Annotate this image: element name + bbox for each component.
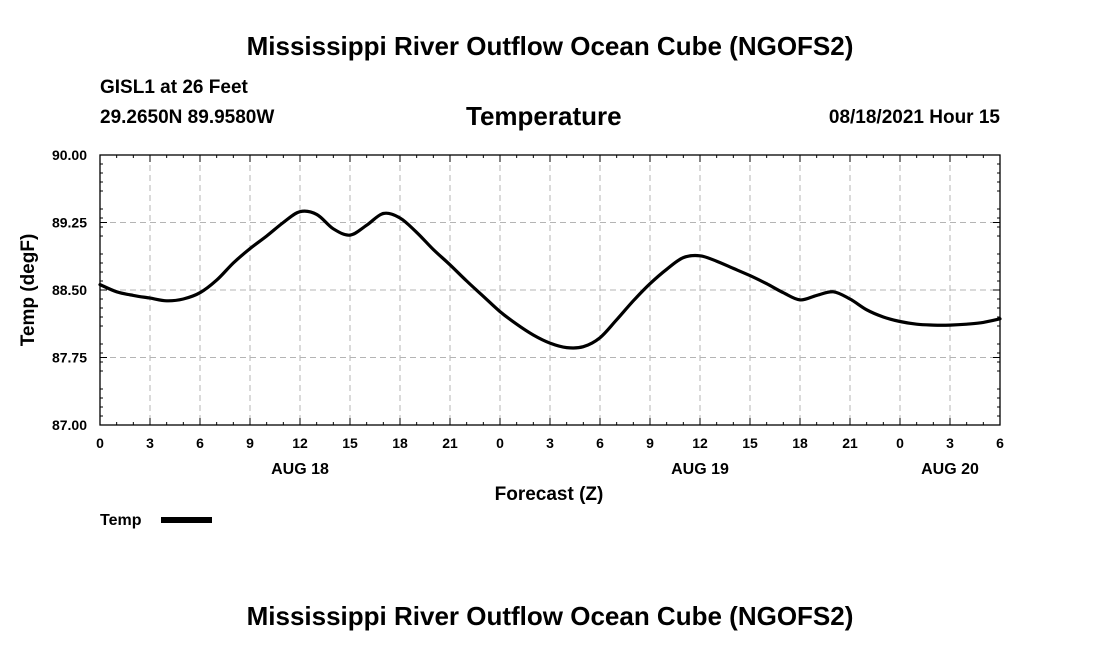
- day-label: AUG 20: [921, 461, 979, 478]
- x-tick-label: 0: [496, 435, 504, 451]
- x-tick-label: 0: [96, 435, 104, 451]
- x-tick-label: 3: [946, 435, 954, 451]
- x-tick-label: 12: [692, 435, 708, 451]
- station-name: GISL1 at 26 Feet: [100, 77, 248, 98]
- footer-title: Mississippi River Outflow Ocean Cube (NG…: [246, 601, 854, 631]
- x-tick-label: 6: [996, 435, 1004, 451]
- x-tick-label: 21: [442, 435, 458, 451]
- axis-ticks: [99, 154, 1001, 426]
- station-coordinates: 29.2650N 89.9580W: [100, 107, 275, 128]
- x-tick-labels: 0 3 6 9 12 15 18 21 0 3 6 9 12 15 18 21 0 3 6: [96, 435, 1004, 451]
- chart-grid: [100, 155, 1000, 425]
- y-tick-label: 87.75: [52, 350, 87, 366]
- x-tick-label: 15: [742, 435, 758, 451]
- x-tick-label: 18: [792, 435, 808, 451]
- x-axis-label: Forecast (Z): [495, 484, 604, 505]
- x-tick-label: 6: [596, 435, 604, 451]
- chart-title: Temperature: [466, 101, 622, 131]
- y-tick-label: 87.00: [52, 417, 87, 433]
- y-tick-labels: 90.00 89.25 88.50 87.75 87.00: [52, 147, 87, 433]
- x-tick-label: 3: [146, 435, 154, 451]
- y-tick-label: 90.00: [52, 147, 87, 163]
- forecast-datetime: 08/18/2021 Hour 15: [828, 107, 1000, 128]
- y-tick-label: 89.25: [52, 215, 87, 231]
- legend-label: Temp: [100, 512, 142, 529]
- x-tick-label: 9: [246, 435, 254, 451]
- x-tick-label: 15: [342, 435, 358, 451]
- x-tick-label: 6: [196, 435, 204, 451]
- x-tick-label: 9: [646, 435, 654, 451]
- x-tick-label: 12: [292, 435, 308, 451]
- page-title: Mississippi River Outflow Ocean Cube (NG…: [246, 31, 854, 61]
- day-label: AUG 19: [671, 461, 729, 478]
- y-axis-label: Temp (degF): [18, 234, 39, 347]
- day-label: AUG 18: [271, 461, 329, 478]
- x-tick-label: 3: [546, 435, 554, 451]
- x-tick-label: 0: [896, 435, 904, 451]
- x-tick-label: 18: [392, 435, 408, 451]
- x-tick-label: 21: [842, 435, 858, 451]
- y-tick-label: 88.50: [52, 282, 87, 298]
- day-labels: AUG 18 AUG 19 AUG 20: [271, 461, 979, 478]
- temp-series-line: [98, 209, 1002, 350]
